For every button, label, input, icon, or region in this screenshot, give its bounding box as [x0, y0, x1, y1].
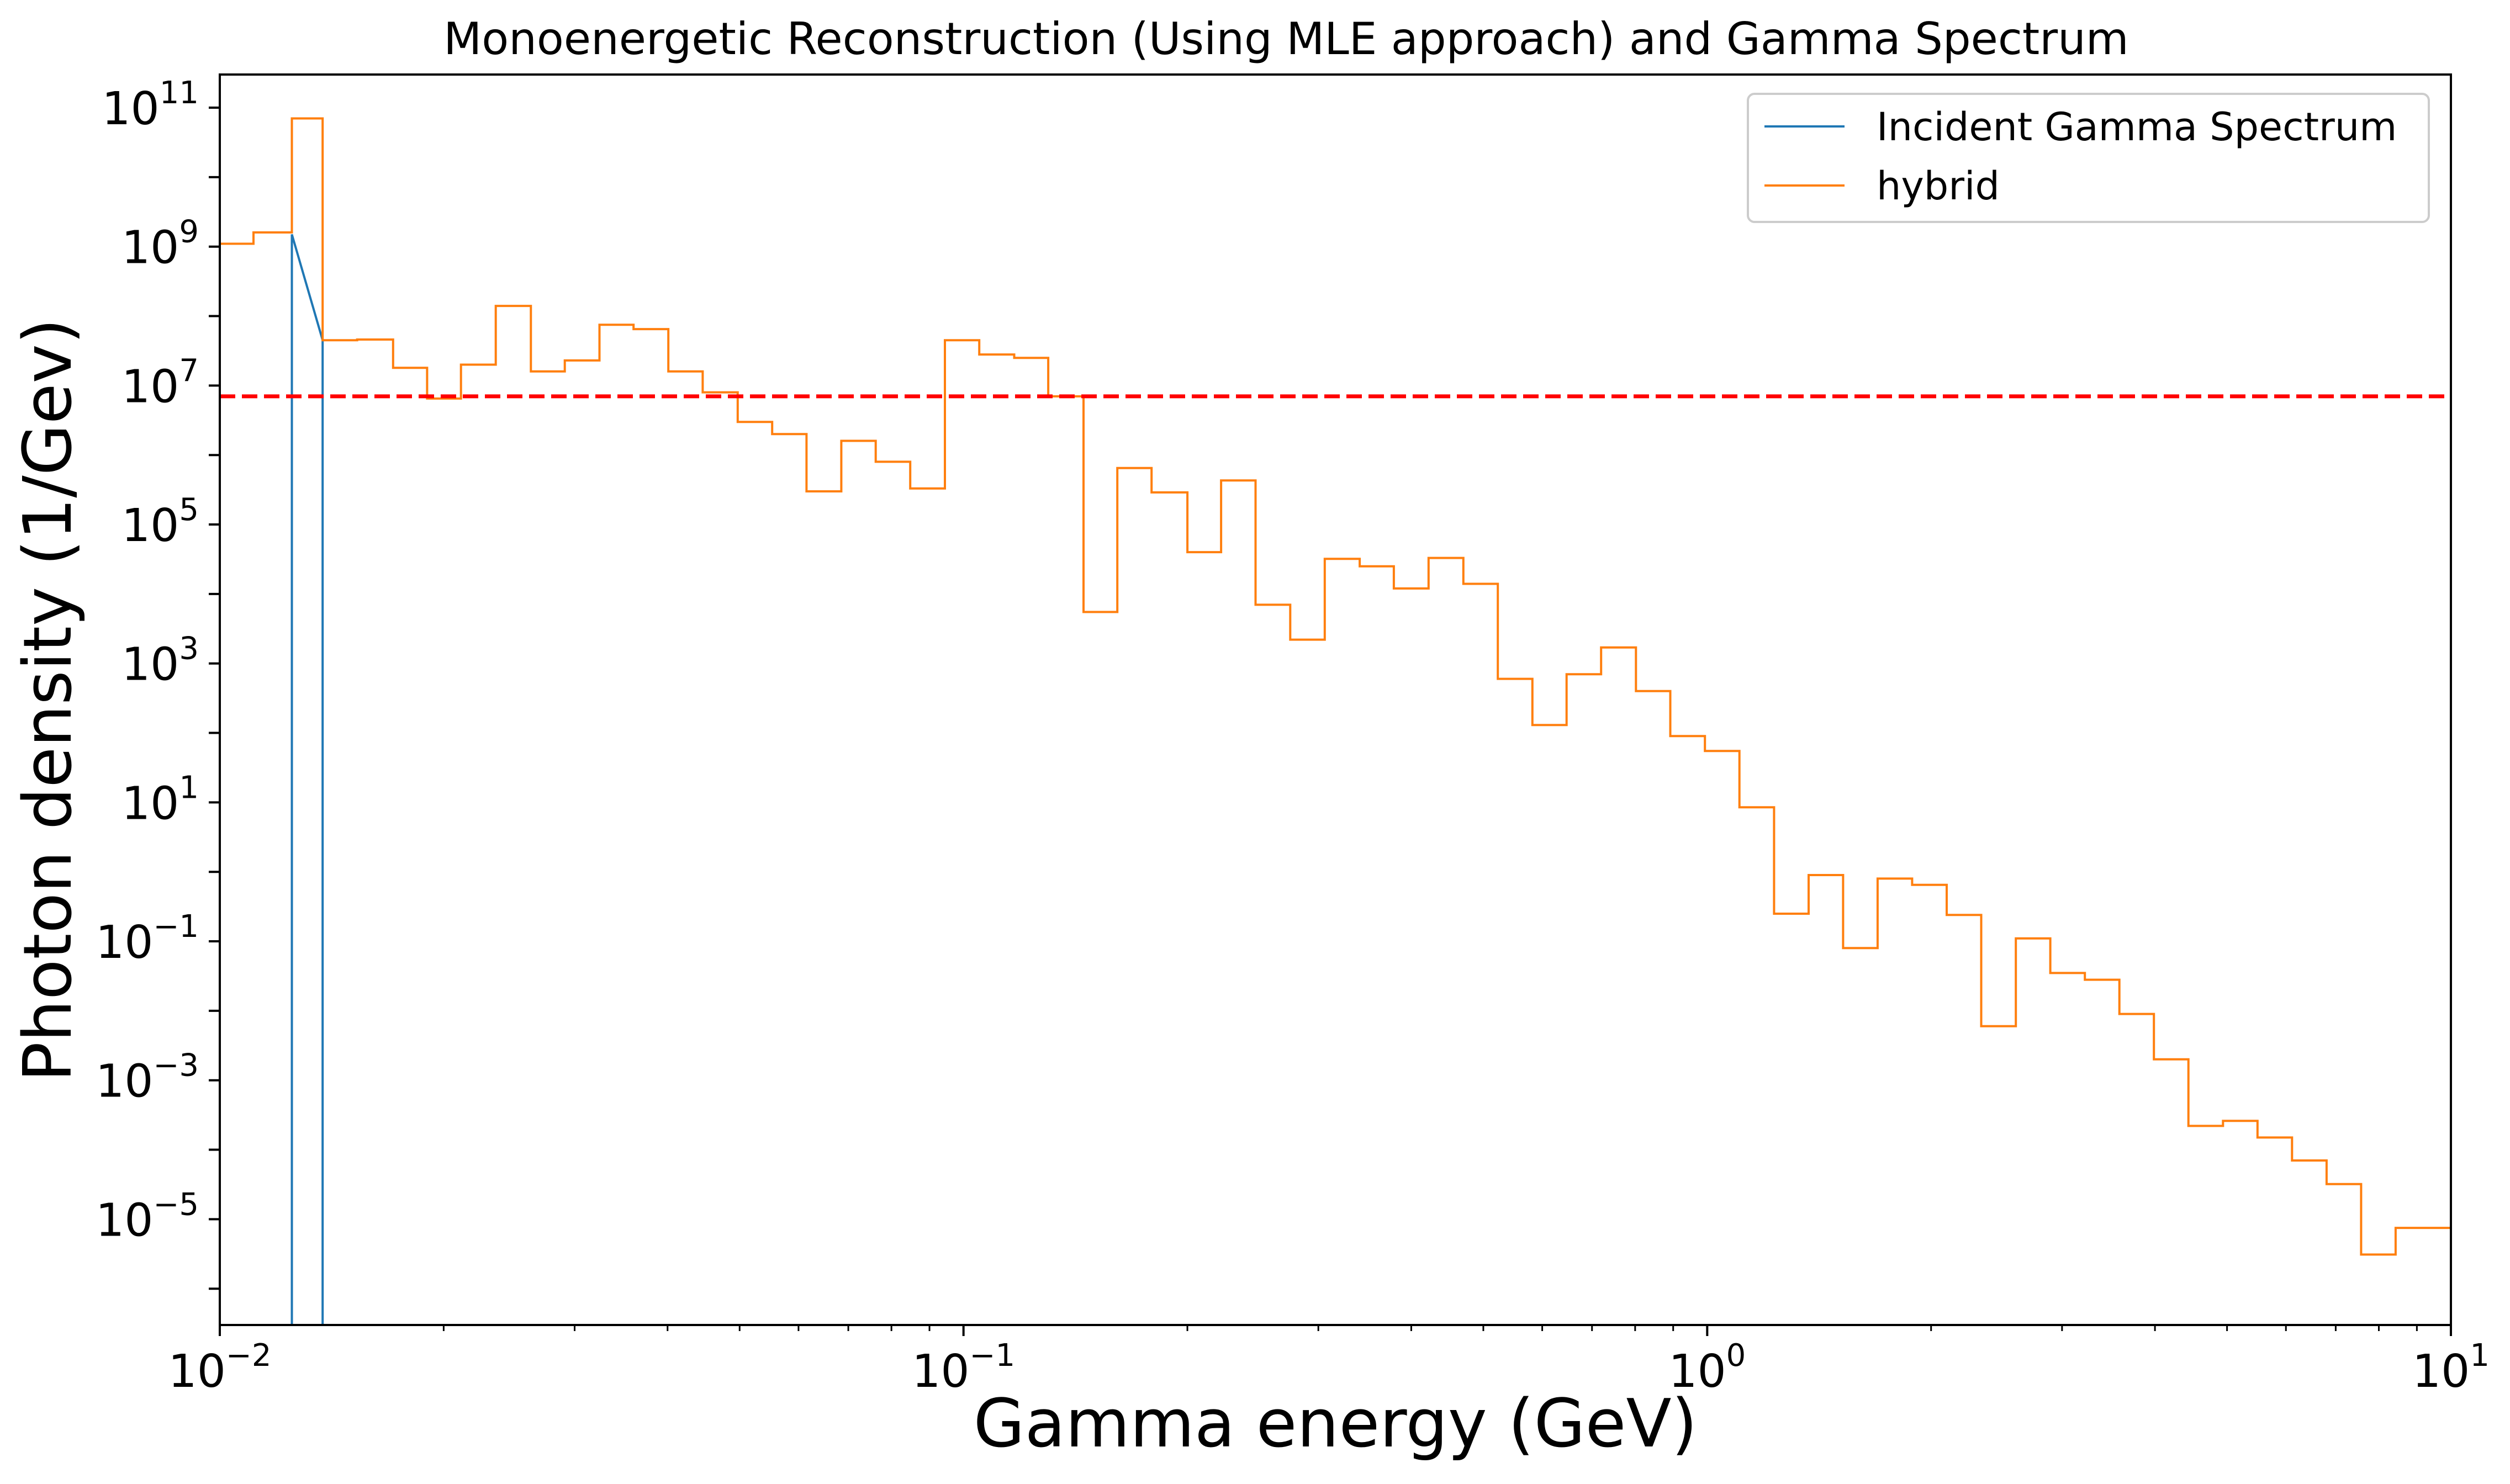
x-tick-label: 10−1: [912, 1338, 1015, 1398]
legend-label-incident-gamma-spectrum: Incident Gamma Spectrum: [1877, 104, 2397, 150]
series-layer: [220, 117, 2451, 1325]
legend-box: [1747, 93, 2430, 223]
y-tick-label: 101: [121, 770, 199, 830]
chart-title: Monoenergetic Reconstruction (Using MLE …: [443, 13, 2128, 65]
series-line-hybrid: [220, 117, 2451, 1256]
y-tick-label: 1011: [102, 75, 199, 135]
legend-label-hybrid: hybrid: [1877, 163, 2000, 209]
legend: Incident Gamma Spectrum hybrid: [1747, 93, 2430, 223]
x-tick-label: 10−2: [168, 1338, 272, 1398]
y-tick-label: 10−5: [96, 1186, 199, 1247]
x-axis-label: Gamma energy (GeV): [974, 1386, 1698, 1462]
series-line-incident-gamma-spectrum: [290, 234, 324, 1325]
y-tick-label: 10−1: [96, 909, 199, 969]
plot-area: [219, 73, 2452, 1326]
plot-frame: [219, 73, 2452, 1326]
x-tick-label: 100: [1668, 1338, 1746, 1398]
y-tick-label: 10−3: [96, 1048, 199, 1108]
y-tick-label: 109: [121, 214, 199, 274]
x-tick-label: 101: [2412, 1338, 2490, 1398]
plot-background: [220, 75, 2451, 1325]
y-axis: 1011 109 107 105 103 101 10−1 10−3 10−5: [96, 75, 220, 1290]
y-tick-label: 105: [121, 492, 199, 552]
y-tick-label: 107: [121, 353, 199, 413]
x-axis: 10−2 10−1 100 101: [168, 1325, 2490, 1398]
y-tick-label: 103: [121, 631, 199, 691]
y-axis-label: Photon density (1/Gev): [10, 319, 87, 1082]
